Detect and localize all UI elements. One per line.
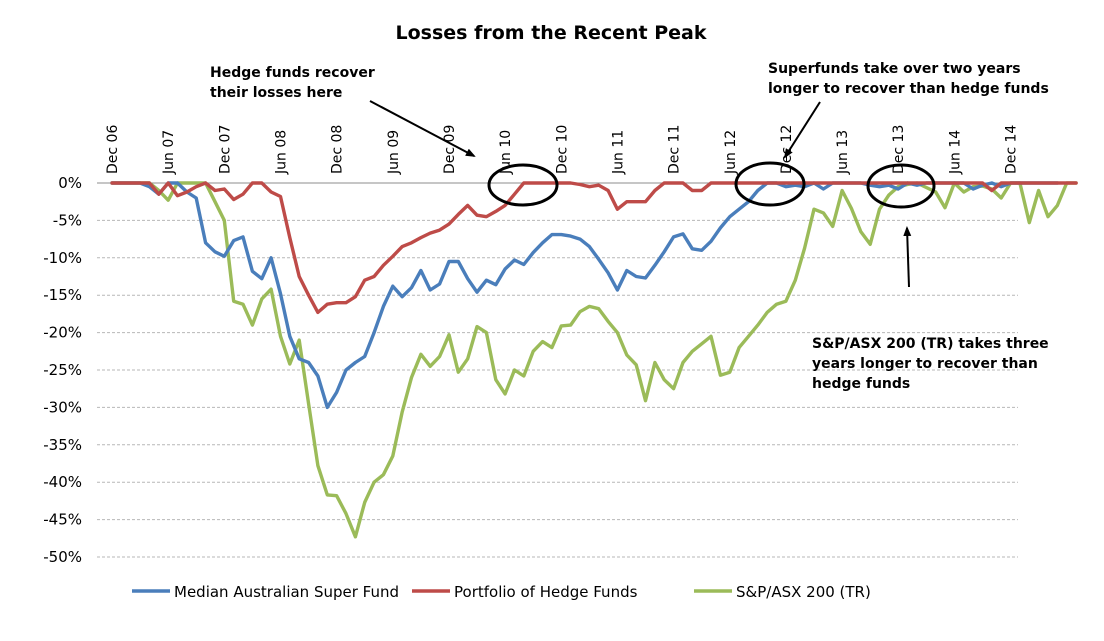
y-tick-label: -25% <box>43 361 82 379</box>
hedge-funds-note-line: their losses here <box>210 85 342 101</box>
y-tick-label: -40% <box>43 473 82 491</box>
y-tick-label: -30% <box>43 398 82 416</box>
y-tick-label: 0% <box>58 174 82 192</box>
x-tick-label: Jun 10 <box>498 130 514 175</box>
x-tick-label: Dec 14 <box>1004 125 1020 174</box>
x-tick-label: Dec 10 <box>554 125 570 174</box>
annotations: Hedge funds recover their losses here Supe… <box>210 61 1049 392</box>
y-tick-label: -5% <box>53 211 82 229</box>
x-tick-label: Jun 13 <box>835 130 851 175</box>
hedge-funds-recovery-circle <box>487 163 559 207</box>
x-tick-label: Jun 14 <box>947 130 963 175</box>
x-tick-label: Jun 07 <box>161 130 177 175</box>
asx-note-line: hedge funds <box>812 376 910 392</box>
x-tick-label: Dec 07 <box>217 125 233 174</box>
y-axis-ticks: 0% -5% -10% -15% -20% -25% -30% -35% -40% -45% -50… <box>43 174 82 566</box>
y-tick-label: -50% <box>43 548 82 566</box>
asx-note-line: S&P/ASX 200 (TR) takes three <box>812 336 1049 352</box>
y-tick-label: -35% <box>43 436 82 454</box>
legend-label: Portfolio of Hedge Funds <box>454 583 638 601</box>
x-tick-label: Dec 09 <box>442 125 458 174</box>
y-tick-label: -15% <box>43 286 82 304</box>
series-lines <box>110 181 1078 539</box>
superfunds-note-line: Superfunds take over two years <box>768 61 1021 77</box>
superfunds-note-line: longer to recover than hedge funds <box>768 81 1049 97</box>
legend-label: S&P/ASX 200 (TR) <box>736 583 871 601</box>
series-line <box>110 181 1078 315</box>
asx-arrow <box>903 226 912 288</box>
hedge-funds-arrow <box>369 100 476 157</box>
y-tick-label: -45% <box>43 511 82 529</box>
superfunds-recovery-circle <box>734 161 806 207</box>
superfunds-arrow <box>783 101 821 159</box>
x-tick-label: Dec 06 <box>105 125 121 174</box>
legend: Median Australian Super Fund Portfolio of… <box>132 583 871 601</box>
y-tick-label: -10% <box>43 249 82 267</box>
series-line <box>110 181 1060 410</box>
chart-title: Losses from the Recent Peak <box>396 22 707 44</box>
asx-recovery-circle <box>866 163 936 209</box>
x-axis-ticks: Dec 06 Jun 07 Dec 07 Jun 08 Dec 08 Jun 09 Dec … <box>105 125 1020 175</box>
x-tick-label: Jun 12 <box>723 130 739 175</box>
x-tick-label: Jun 11 <box>610 130 626 175</box>
legend-label: Median Australian Super Fund <box>174 583 399 601</box>
asx-note-line: years longer to recover than <box>812 356 1038 372</box>
y-tick-label: -20% <box>43 324 82 342</box>
x-tick-label: Dec 08 <box>330 125 346 174</box>
x-tick-label: Dec 11 <box>667 125 683 174</box>
x-tick-label: Dec 13 <box>891 125 907 174</box>
x-tick-label: Jun 08 <box>273 130 289 175</box>
hedge-funds-note-line: Hedge funds recover <box>210 65 375 81</box>
x-tick-label: Jun 09 <box>386 130 402 175</box>
